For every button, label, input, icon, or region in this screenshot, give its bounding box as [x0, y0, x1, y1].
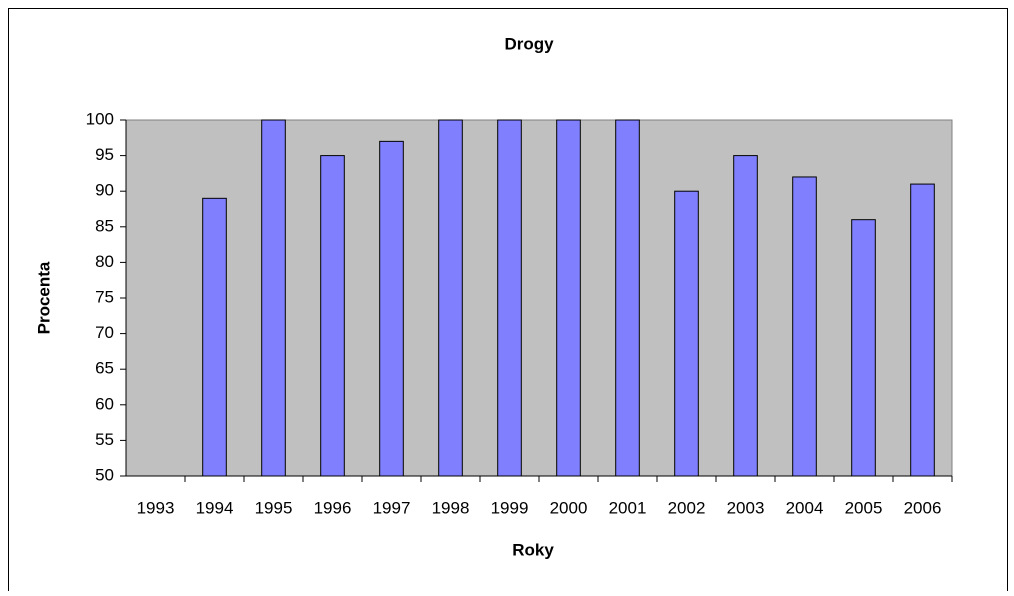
y-tick-label: 80	[95, 252, 114, 271]
y-tick-label: 75	[95, 287, 114, 306]
bar	[733, 155, 758, 477]
bar	[910, 183, 935, 477]
x-tick-label: 2001	[609, 498, 647, 517]
y-tick-label: 65	[95, 359, 114, 378]
bar	[792, 176, 817, 477]
plot-area	[125, 119, 953, 477]
y-axis-label: Procenta	[34, 261, 53, 334]
x-tick-label: 1993	[137, 498, 175, 517]
x-tick-label: 1994	[196, 498, 234, 517]
x-tick-label: 1999	[491, 498, 529, 517]
bar	[438, 119, 463, 477]
x-tick-label: 2003	[727, 498, 765, 517]
y-tick-label: 90	[95, 181, 114, 200]
x-tick-label: 2006	[904, 498, 942, 517]
y-tick-label: 85	[95, 216, 114, 235]
x-tick-label: 2005	[845, 498, 883, 517]
y-tick-label: 50	[95, 465, 114, 484]
chart-title: Drogy	[504, 34, 554, 53]
x-tick-label: 1997	[373, 498, 411, 517]
x-tick-label: 2002	[668, 498, 706, 517]
bar	[261, 119, 286, 477]
bar	[497, 119, 522, 477]
x-tick-label: 2004	[786, 498, 824, 517]
x-tick-label: 1996	[314, 498, 352, 517]
y-tick-label: 100	[86, 109, 114, 128]
y-tick-label: 55	[95, 430, 114, 449]
y-tick-label: 60	[95, 394, 114, 413]
x-tick-label: 1998	[432, 498, 470, 517]
x-tick-label: 1995	[255, 498, 293, 517]
bar	[379, 140, 404, 477]
x-tick-label: 2000	[550, 498, 588, 517]
bar	[320, 155, 345, 477]
y-tick-label: 95	[95, 145, 114, 164]
bar	[851, 219, 876, 477]
y-tick-label: 70	[95, 323, 114, 342]
bar	[556, 119, 581, 477]
bar	[615, 119, 640, 477]
bar	[674, 190, 699, 477]
bar	[202, 197, 227, 477]
x-axis-label: Roky	[512, 540, 554, 559]
